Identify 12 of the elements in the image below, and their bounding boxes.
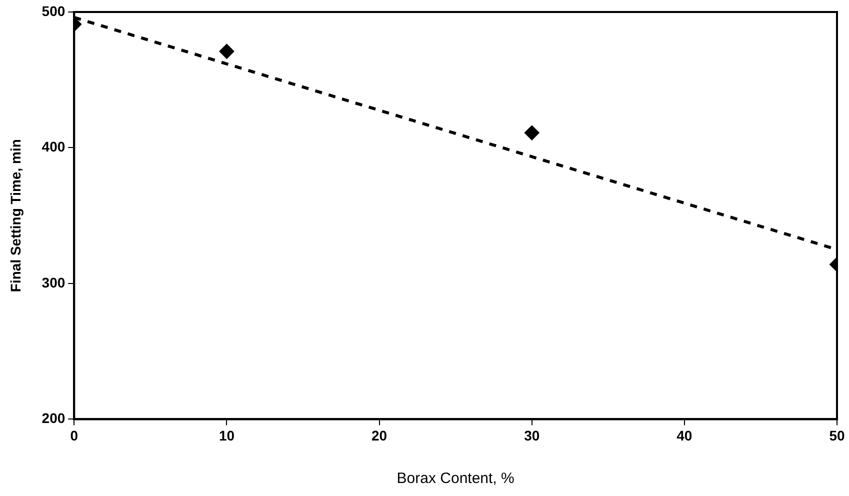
x-tick-label: 20 — [372, 427, 388, 444]
x-tick-label: 0 — [70, 427, 78, 444]
y-tick-label: 500 — [42, 2, 66, 19]
x-tick-label: 30 — [524, 427, 540, 444]
y-tick-label: 200 — [42, 410, 66, 426]
x-tick-label: 50 — [829, 427, 845, 444]
y-tick-label: 300 — [42, 274, 66, 290]
y-axis-title: Final Setting Time, min — [7, 139, 24, 292]
x-tick-label: 40 — [676, 427, 692, 444]
y-tick-label: 400 — [42, 138, 66, 155]
x-axis-title: Borax Content, % — [396, 470, 514, 488]
x-tick-label: 10 — [218, 427, 235, 444]
